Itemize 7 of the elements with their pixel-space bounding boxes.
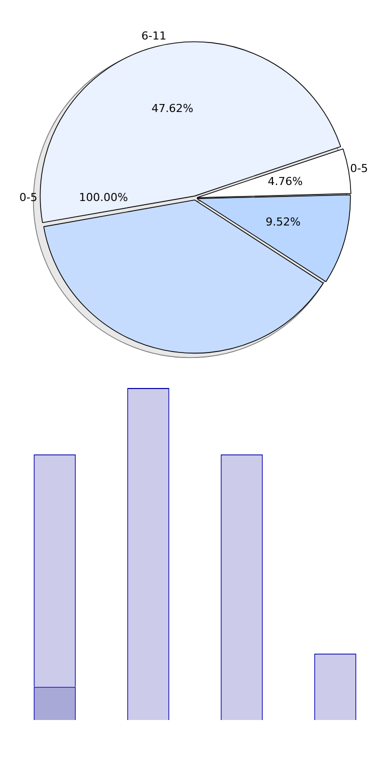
data-label: 9.52% xyxy=(266,216,301,229)
slice-label: 6-11 xyxy=(141,29,166,42)
data-label: 47.62% xyxy=(151,102,194,116)
slice-label: 0-5 xyxy=(350,162,368,175)
category-label: 0-5 xyxy=(19,190,38,204)
data-label: 4.76% xyxy=(268,174,303,188)
text: 100.00% xyxy=(78,190,128,204)
